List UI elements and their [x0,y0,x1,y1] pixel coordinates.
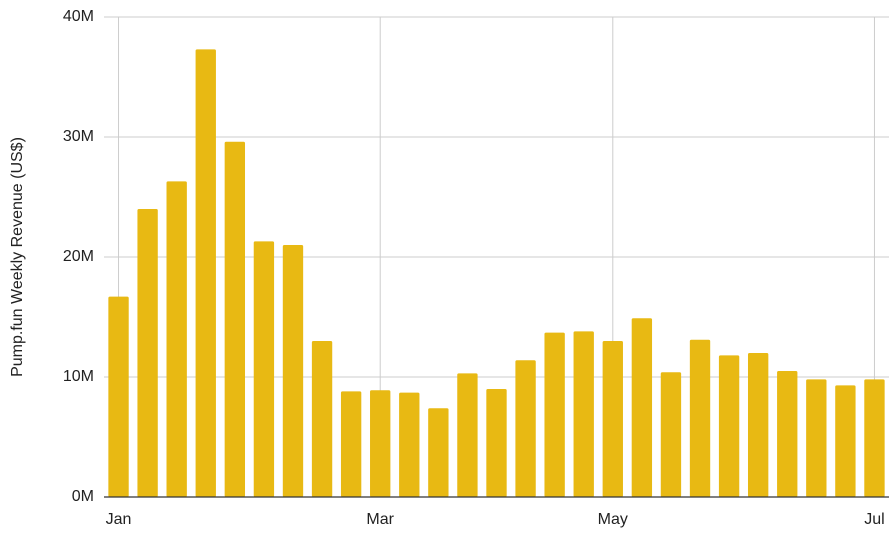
bar [195,49,216,498]
bar [718,355,740,497]
y-tick-label: 40M [63,8,94,25]
bar [544,332,565,497]
bar [486,389,507,497]
x-tick-label: May [598,511,628,528]
bar [573,331,594,497]
bar [660,372,682,497]
bar [515,360,536,497]
bar [340,391,362,497]
bar [457,373,478,497]
bar [137,209,158,497]
bar [835,385,856,497]
bar [602,341,623,497]
bar [224,141,246,498]
bar [282,245,304,497]
y-tick-label: 30M [63,128,94,145]
bar [399,392,420,497]
bar [253,241,275,497]
bar [631,318,653,497]
bar [864,379,885,497]
bar [689,339,711,497]
bar [777,371,798,497]
bar [166,181,187,497]
y-axis-title: Pump.fun Weekly Revenue (US$) [9,137,26,377]
x-tick-label: Mar [366,511,394,528]
x-tick-label: Jul [864,511,884,528]
y-tick-label: 0M [72,488,94,505]
x-tick-label: Jan [106,511,132,528]
bar [428,408,449,497]
y-tick-label: 20M [63,248,94,265]
bar [108,296,129,497]
bar [747,353,769,497]
bar [311,341,333,497]
bar [370,390,391,497]
bar [806,379,827,497]
y-tick-label: 10M [63,368,94,385]
